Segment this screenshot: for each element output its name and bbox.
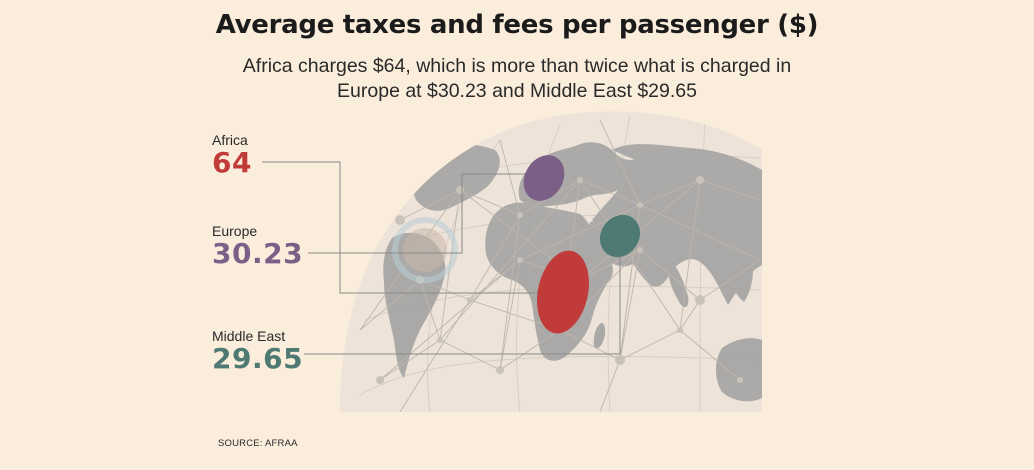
- connector-lines: [262, 161, 621, 355]
- europe-connector-line: [308, 173, 528, 254]
- africa-label: Africa: [212, 132, 248, 148]
- middle-east-label: Middle East: [212, 328, 286, 344]
- africa-value: 64: [212, 146, 252, 179]
- europe-label: Europe: [212, 223, 258, 239]
- subtitle-line-2: Europe at $30.23 and Middle East $29.65: [337, 80, 697, 102]
- continent-india: [668, 262, 689, 308]
- africa-marker: [537, 250, 589, 334]
- source-note: SOURCE: AFRAA: [218, 438, 298, 449]
- chart-title: Average taxes and fees per passenger ($): [215, 10, 819, 40]
- watermark-circle: [392, 217, 458, 283]
- watermark-logo: [392, 217, 458, 283]
- continent-australia: [716, 338, 762, 402]
- subtitle-line-1: Africa charges $64, which is more than t…: [242, 55, 792, 77]
- middle-east-value: 29.65: [212, 342, 304, 375]
- continent-asia: [592, 144, 762, 305]
- africa-connector-line: [262, 161, 588, 294]
- europe-value: 30.23: [212, 237, 304, 270]
- continent-madagascar: [593, 323, 606, 349]
- region-markers: [523, 155, 641, 334]
- continent-southeast-asia: [717, 238, 753, 302]
- middle-east-marker: [599, 214, 641, 258]
- watermark-inner: [403, 228, 447, 272]
- europe-marker: [523, 155, 565, 201]
- middle-east-connector-line: [304, 244, 621, 355]
- chart-subtitle: Africa charges $64, which is more than t…: [200, 54, 834, 104]
